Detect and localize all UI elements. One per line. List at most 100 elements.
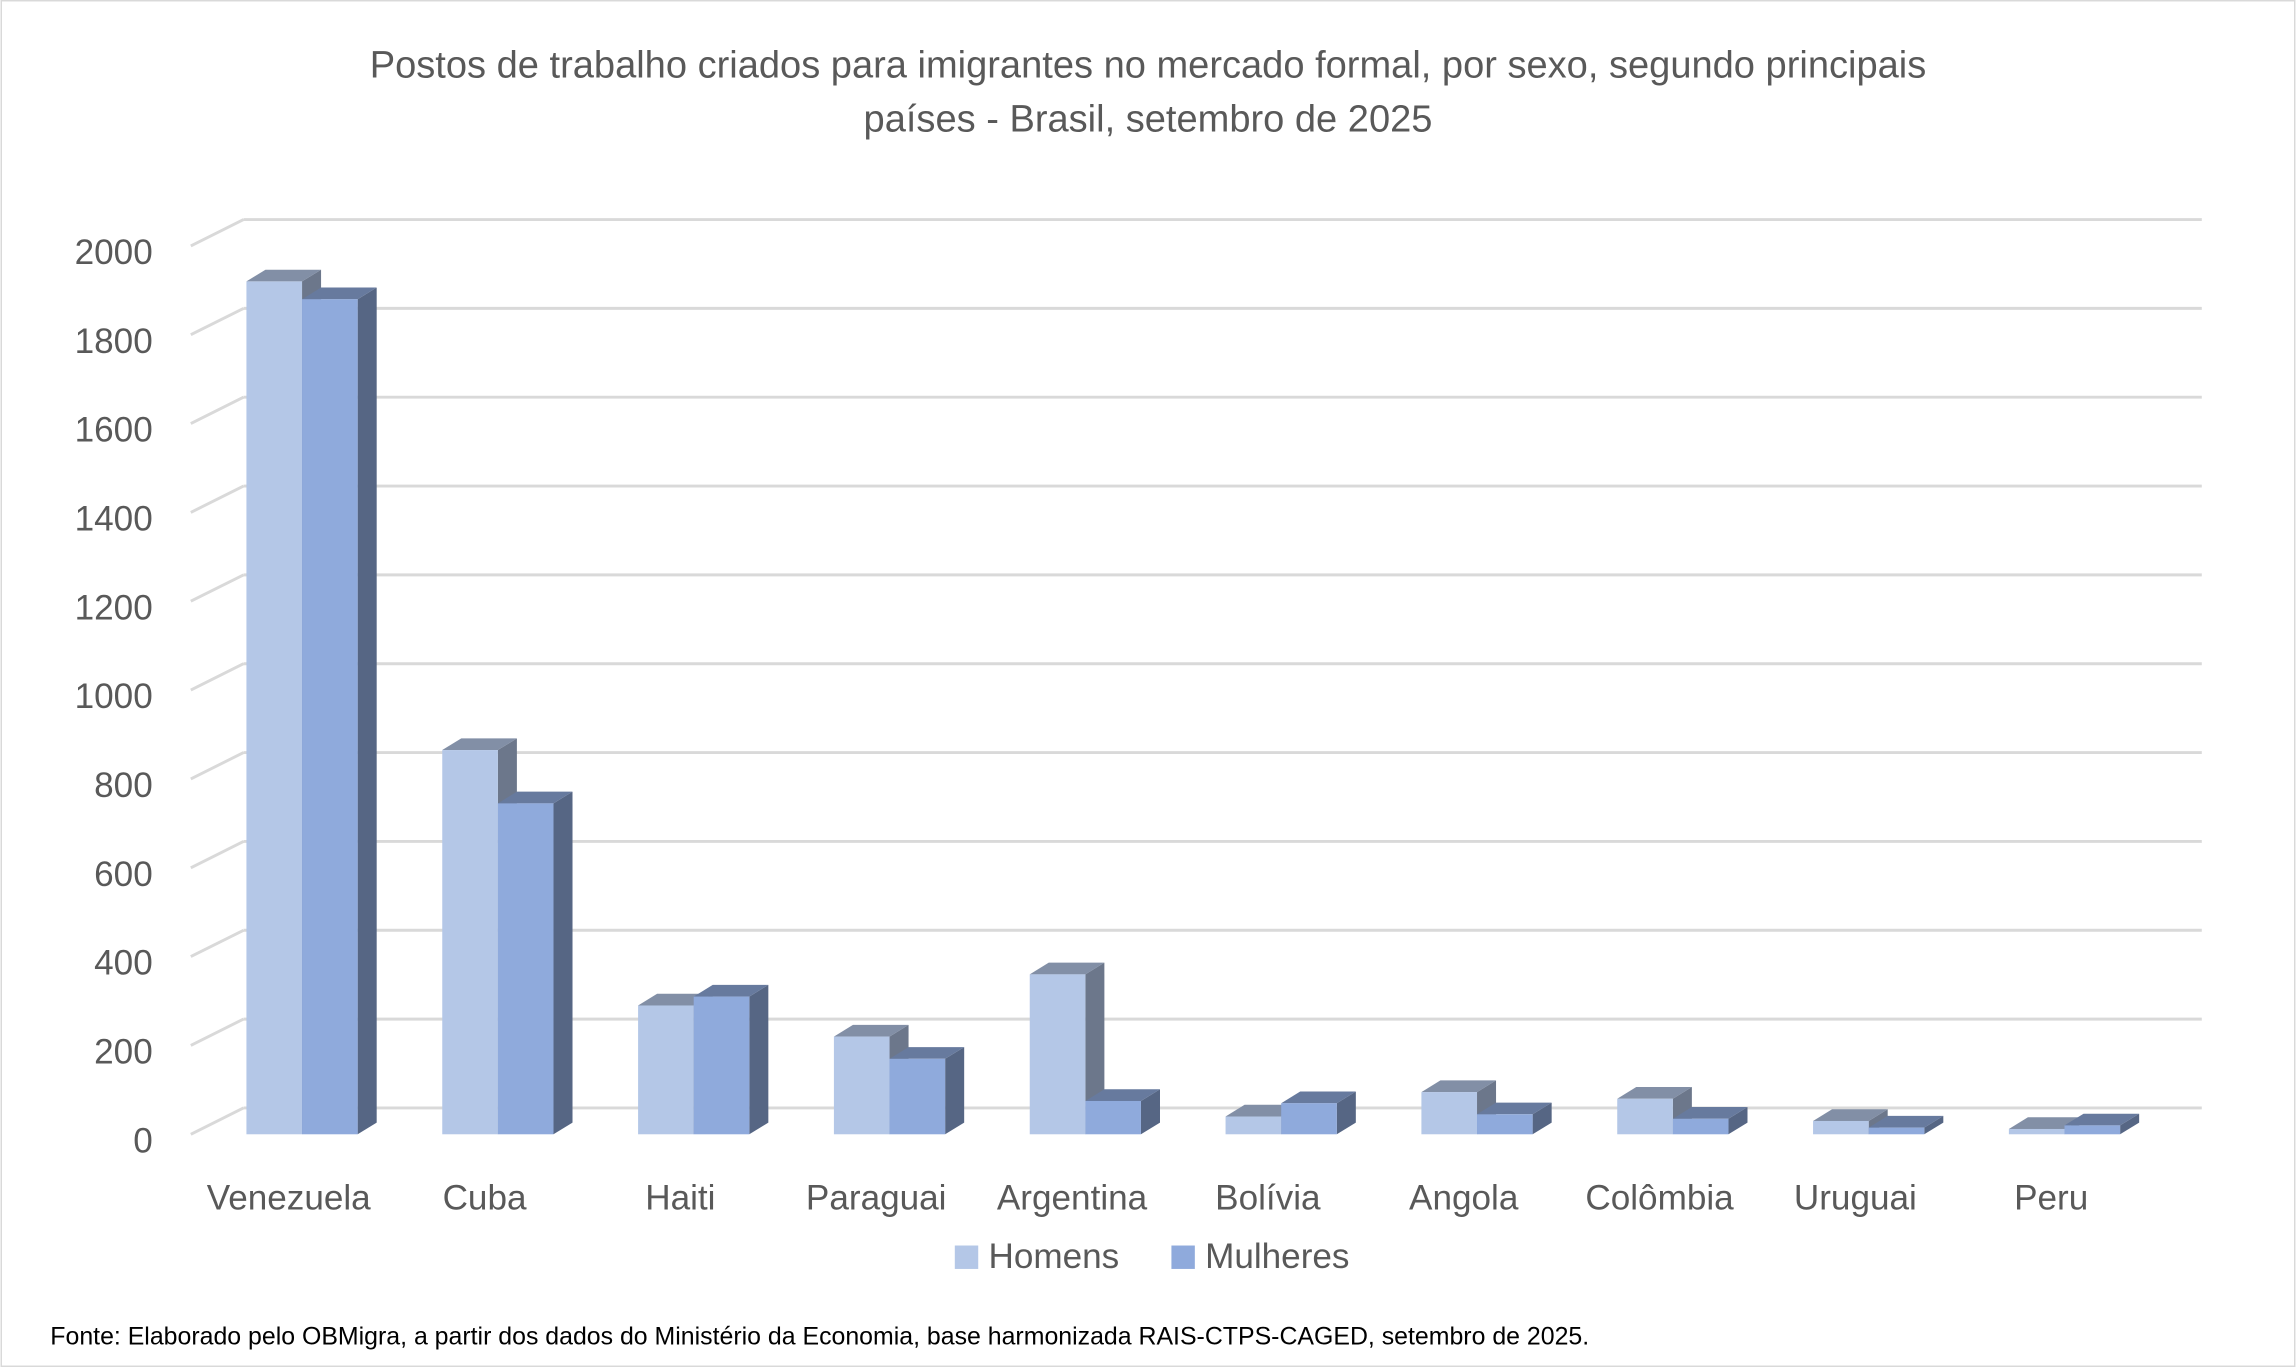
bar-group <box>1672 1107 1748 1135</box>
bar <box>2008 1128 2065 1135</box>
bar-side <box>357 287 377 1135</box>
bar <box>1085 1100 1141 1135</box>
bar <box>302 299 358 1135</box>
bar-side <box>1085 962 1105 1135</box>
grid-line-side <box>190 573 245 603</box>
bar-top <box>1085 1089 1161 1101</box>
grid-line-side <box>190 840 245 870</box>
y-tick-label: 0 <box>133 1121 153 1160</box>
bar-group <box>1085 1089 1161 1135</box>
bar-side <box>749 984 769 1135</box>
bar-side <box>945 1047 965 1135</box>
bar-side <box>1532 1102 1552 1135</box>
bar-group <box>693 984 769 1135</box>
bar-top <box>442 738 517 751</box>
y-tick-label: 1200 <box>75 588 153 627</box>
x-tick-label: Argentina <box>997 1178 1148 1217</box>
x-tick-label: Angola <box>1409 1178 1519 1217</box>
bar <box>442 750 498 1135</box>
y-tick-label: 1400 <box>75 499 153 538</box>
bar <box>1672 1118 1729 1135</box>
grid-line-side <box>190 1106 245 1136</box>
bar-group <box>2064 1113 2140 1135</box>
grid-line-side <box>190 484 245 514</box>
grid-line-side <box>190 218 245 248</box>
bar <box>1421 1092 1478 1135</box>
bar-top <box>2064 1113 2140 1126</box>
x-tick-label: Venezuela <box>207 1178 371 1217</box>
bar <box>1225 1116 1282 1135</box>
legend-label: Mulheres <box>1205 1237 1349 1276</box>
x-tick-label: Uruguai <box>1794 1178 1917 1217</box>
bar-top <box>1281 1091 1356 1104</box>
bar-group <box>889 1047 965 1135</box>
bar <box>1813 1120 1869 1135</box>
bar <box>1617 1098 1673 1135</box>
source-note: Fonte: Elaborado pelo OBMigra, a partir … <box>50 1322 1589 1350</box>
y-tick-label: 800 <box>94 766 153 805</box>
bar-top <box>1672 1107 1748 1119</box>
bar <box>833 1036 890 1135</box>
x-tick-label: Bolívia <box>1215 1178 1321 1217</box>
x-tick-label: Paraguai <box>806 1178 947 1217</box>
bar-top <box>1477 1102 1552 1115</box>
bar-side <box>1728 1107 1748 1135</box>
bar-side <box>2120 1113 2140 1135</box>
bar-top <box>693 984 769 997</box>
grid-line-side <box>190 751 245 781</box>
x-tick-label: Peru <box>2014 1178 2088 1217</box>
bar-top <box>1813 1109 1888 1121</box>
grid-line-side <box>190 395 245 425</box>
bar-group <box>497 791 573 1135</box>
bar-top <box>497 791 573 804</box>
bar <box>1029 974 1086 1135</box>
bar <box>693 996 750 1135</box>
legend-swatch <box>954 1245 979 1269</box>
bar-top <box>246 269 322 282</box>
chart-title: Postos de trabalho criados para imigrant… <box>370 44 1927 86</box>
y-tick-label: 1800 <box>75 322 153 361</box>
grid-line-side <box>190 662 245 692</box>
bar-top <box>833 1024 909 1037</box>
bar <box>1281 1103 1337 1135</box>
grid-line-side <box>190 1017 245 1047</box>
bar-group <box>1281 1091 1356 1135</box>
x-tick-label: Cuba <box>443 1178 527 1217</box>
bar <box>1477 1114 1533 1135</box>
bar-group <box>302 287 377 1135</box>
bar-top <box>302 287 377 300</box>
y-tick-label: 200 <box>94 1033 153 1072</box>
bar <box>246 281 303 1135</box>
x-tick-label: Haiti <box>645 1178 715 1217</box>
bar <box>2064 1125 2121 1135</box>
legend-label: Homens <box>988 1237 1119 1276</box>
y-tick-label: 1000 <box>75 677 153 716</box>
bar-group <box>1868 1115 1944 1135</box>
bar-group <box>1477 1102 1552 1135</box>
bar <box>638 1005 694 1135</box>
y-tick-label: 600 <box>94 855 153 894</box>
chart-title: países - Brasil, setembro de 2025 <box>864 99 1433 141</box>
grid-line-side <box>190 928 245 958</box>
bar-side <box>553 791 573 1135</box>
bar <box>889 1058 946 1135</box>
y-tick-label: 2000 <box>75 233 153 272</box>
bar <box>497 803 554 1135</box>
y-tick-label: 400 <box>94 944 153 983</box>
bar-side <box>1924 1115 1944 1135</box>
legend-swatch <box>1171 1245 1195 1269</box>
bar-side <box>1336 1091 1356 1135</box>
bar-group <box>1029 962 1105 1135</box>
bar-top <box>1421 1080 1497 1093</box>
bar-side <box>1140 1089 1161 1135</box>
bar-top <box>1617 1087 1692 1099</box>
x-tick-label: Colômbia <box>1585 1178 1734 1217</box>
bar-top <box>1868 1115 1944 1128</box>
bar <box>1868 1127 1925 1135</box>
bar-top <box>1029 962 1105 975</box>
y-tick-label: 1600 <box>75 411 153 450</box>
grid-line-side <box>190 307 245 337</box>
bar-top <box>889 1047 965 1059</box>
